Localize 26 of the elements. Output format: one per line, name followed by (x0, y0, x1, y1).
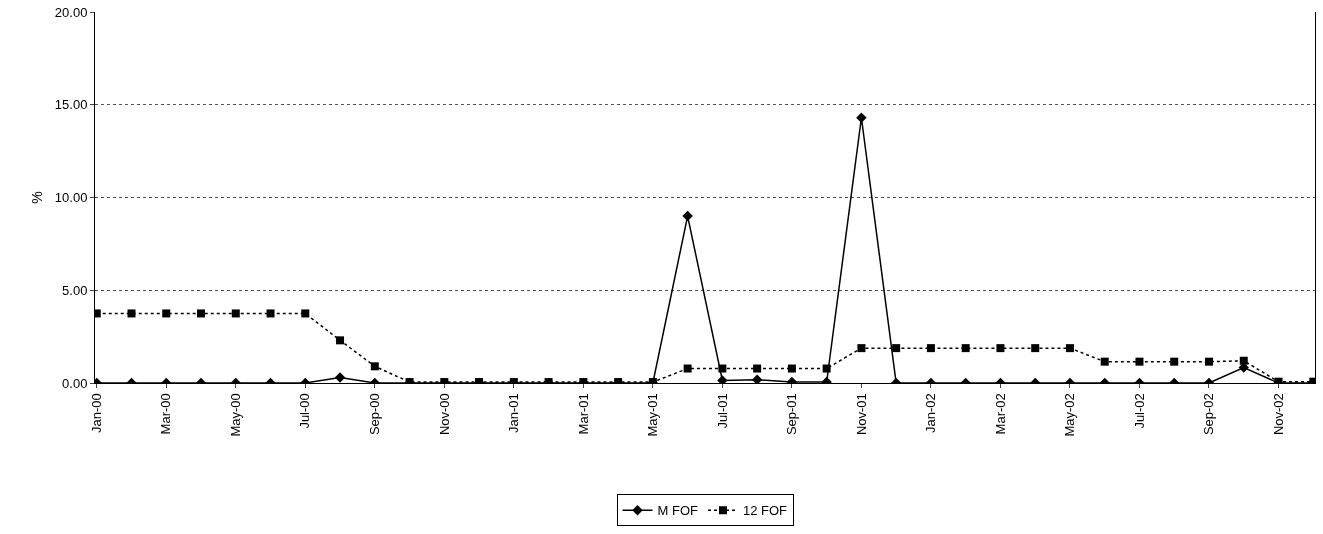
x-tick-label: Jul-02 (1131, 393, 1147, 429)
y-axis-title: % (29, 191, 46, 204)
x-tick-label: Nov-00 (436, 393, 452, 436)
x-tick-label: Jul-01 (714, 393, 730, 429)
x-tick-label: Mar-02 (992, 393, 1008, 435)
x-tick-label: Nov-02 (1270, 393, 1286, 436)
legend-label: 12 FOF (742, 503, 788, 519)
y-tick-label: 10.00 (54, 190, 88, 206)
y-tick-label: 15.00 (54, 97, 88, 113)
x-tick-label: Jan-01 (506, 393, 522, 433)
x-tick-label: May-00 (228, 393, 243, 437)
x-tick-label: Mar-00 (158, 393, 174, 435)
x-tick-label: Sep-01 (784, 393, 800, 436)
x-tick-label: Jan-02 (923, 393, 939, 433)
y-tick-label: 5.00 (62, 282, 88, 298)
legend-label: M FOF (657, 503, 698, 519)
y-tick-label: 20.00 (54, 4, 88, 20)
x-tick-label: Sep-02 (1201, 393, 1217, 436)
y-tick-label: 0.00 (62, 375, 88, 391)
x-tick-label: May-01 (645, 393, 661, 437)
x-tick-label: Sep-00 (367, 393, 383, 436)
x-tick-label: Jan-00 (88, 393, 104, 433)
x-tick-label: Nov-01 (853, 393, 869, 436)
x-tick-label: May-02 (1062, 393, 1078, 437)
x-tick-label: Mar-01 (575, 393, 591, 435)
x-tick-label: Jul-00 (297, 393, 313, 429)
